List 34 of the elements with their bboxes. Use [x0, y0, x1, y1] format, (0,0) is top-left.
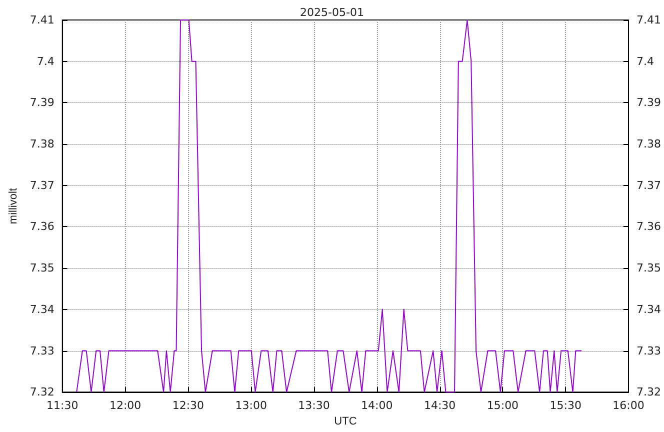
x-tick-label: 16:00 — [612, 399, 644, 412]
x-tick-label: 15:30 — [550, 399, 582, 412]
y2-tick-label: 7.37 — [636, 178, 662, 192]
y-tick-label: 7.32 — [30, 386, 54, 399]
x-tick-label: 13:00 — [235, 399, 267, 412]
y2-tick-label: 7.33 — [636, 344, 662, 358]
x-tick-label: 12:30 — [172, 399, 204, 412]
x-tick-label: 11:30 — [46, 399, 78, 412]
y2-tick-label: 7.35 — [636, 262, 662, 275]
y2-tick-label: 7.41 — [636, 14, 662, 26]
x-axis-title: UTC — [334, 416, 357, 428]
x-tick-label: 13:30 — [298, 399, 330, 412]
chart-title: 2025-05-01 — [300, 6, 364, 19]
y-tick-label: 7.39 — [30, 96, 54, 110]
y2-tick-label: 7.38 — [636, 138, 662, 151]
y2-tick-label: 7.34 — [636, 302, 662, 316]
x-tick-label: 14:30 — [424, 399, 456, 412]
y2-tick-label: 7.39 — [636, 96, 662, 110]
y2-tick-label: 7.36 — [636, 220, 662, 234]
x-tick-label: 14:00 — [361, 399, 393, 412]
y2-tick-label: 7.32 — [636, 386, 662, 399]
x-tick-label: 12:00 — [109, 399, 142, 412]
y-tick-label: 7.33 — [30, 344, 54, 358]
x-tick-label: 15:00 — [486, 399, 519, 412]
y-tick-label: 7.36 — [30, 220, 54, 234]
line-series — [76, 20, 582, 393]
y-tick-label: 7.38 — [30, 138, 54, 151]
y-tick-label: 7.34 — [30, 302, 54, 316]
y-tick-label: 7.4 — [36, 54, 54, 68]
y-tick-label: 7.41 — [30, 14, 54, 26]
y2-tick-label: 7.4 — [636, 54, 654, 68]
y-tick-label: 7.35 — [30, 262, 54, 275]
y-axis-title: millivolt — [8, 188, 20, 224]
y-tick-label: 7.37 — [30, 178, 54, 192]
